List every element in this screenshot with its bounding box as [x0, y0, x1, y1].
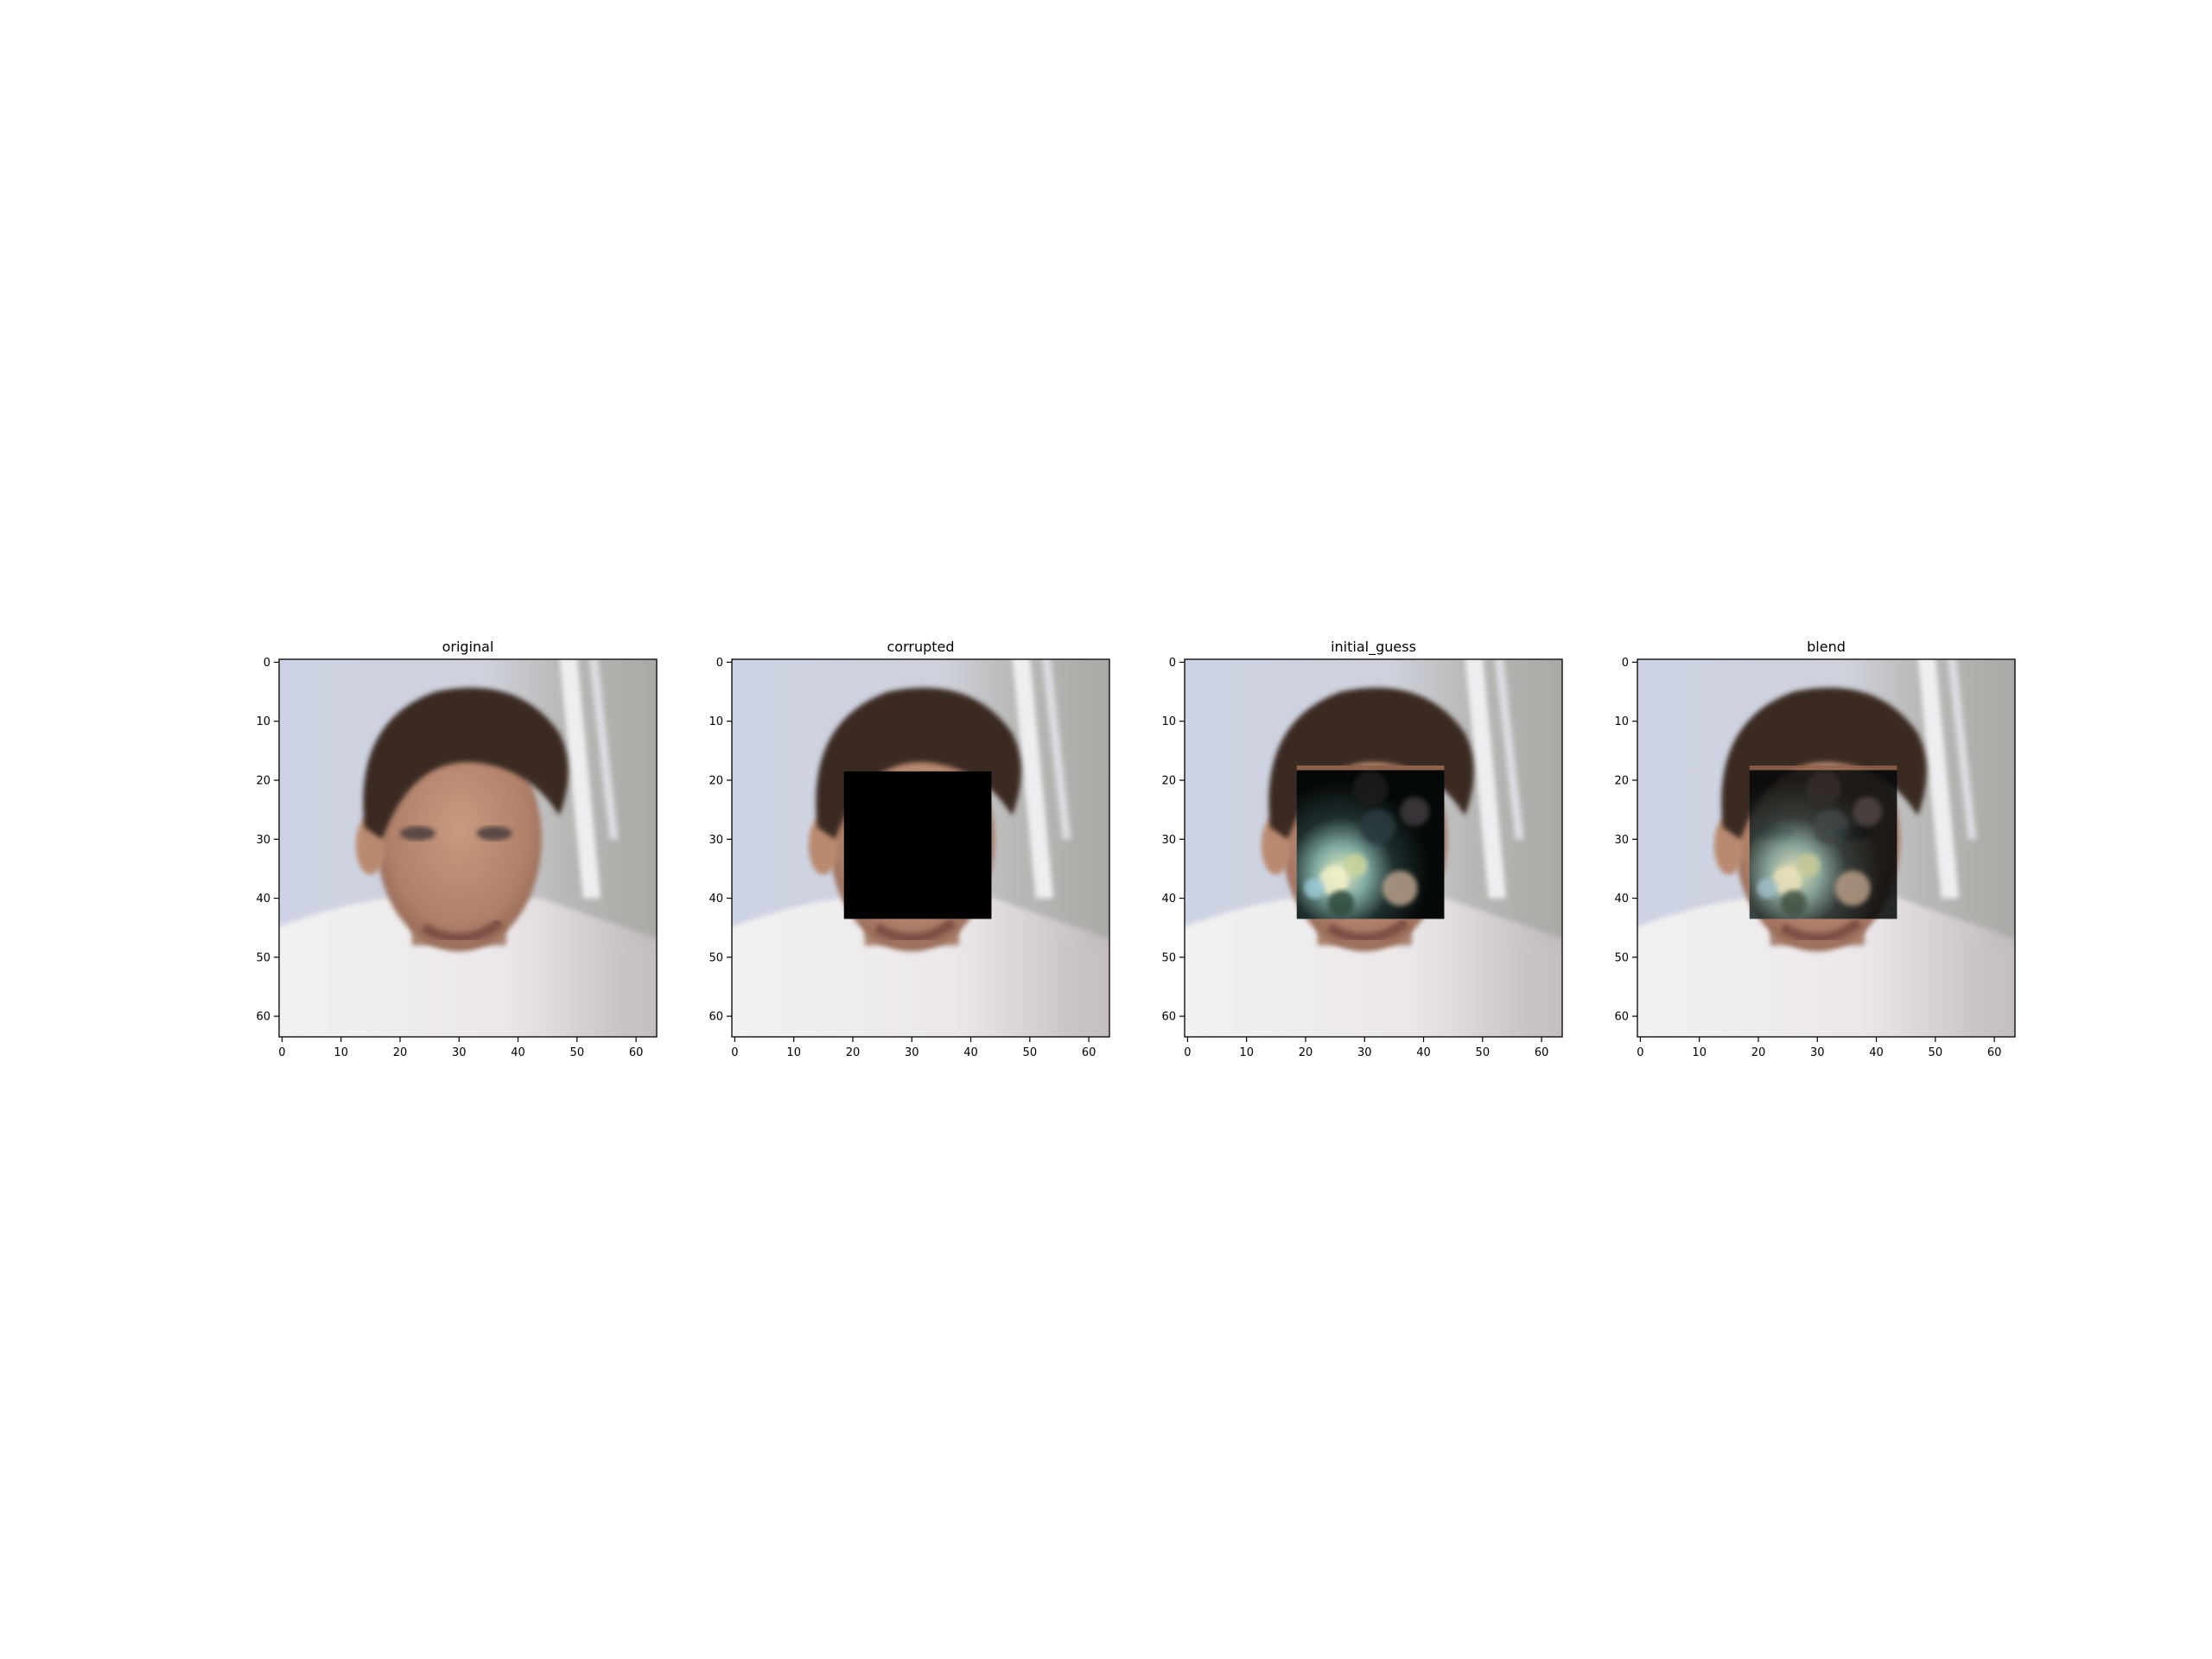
x-tick-label: 40: [511, 1046, 525, 1059]
y-tick-label: 0: [716, 657, 723, 670]
y-tick-label: 50: [709, 951, 723, 964]
x-tick-label: 30: [905, 1046, 919, 1059]
axes-frame: [278, 658, 658, 1038]
inpaint-region: [1749, 765, 1897, 919]
x-tick-label: 20: [393, 1046, 408, 1059]
x-tick-label: 60: [1987, 1046, 2002, 1059]
y-tick-label: 20: [1161, 774, 1176, 787]
y-tick-label: 10: [256, 715, 270, 728]
x-tick-label: 40: [1869, 1046, 1884, 1059]
y-tick-label: 0: [264, 657, 270, 670]
image-corrupted: [732, 659, 1109, 1037]
x-tick-label: 40: [1416, 1046, 1431, 1059]
y-tick-label: 60: [1614, 1011, 1629, 1024]
y-tick-label: 10: [1614, 715, 1629, 728]
subplot-title: corrupted: [887, 639, 954, 655]
axes-frame: [1184, 658, 1563, 1038]
y-tick-label: 20: [709, 774, 723, 787]
x-tick-label: 0: [1184, 1046, 1191, 1059]
x-tick-label: 10: [334, 1046, 348, 1059]
x-tick-label: 50: [570, 1046, 585, 1059]
x-tick-label: 50: [1023, 1046, 1038, 1059]
x-tick-label: 20: [846, 1046, 861, 1059]
x-tick-label: 60: [1535, 1046, 1549, 1059]
y-tick-label: 40: [1614, 893, 1629, 906]
y-tick-label: 0: [1622, 657, 1629, 670]
subplot-corrupted: corrupted 0 10 20 30 40 50 60 0 10 20 30 40 50 60: [709, 639, 1110, 1059]
y-tick-label: 60: [1161, 1011, 1176, 1024]
axes-frame: [1637, 658, 2016, 1038]
x-tick-label: 10: [1692, 1046, 1707, 1059]
image-initial-guess: [1185, 659, 1562, 1037]
y-tick-label: 50: [1614, 951, 1629, 964]
x-tick-label: 20: [1299, 1046, 1313, 1059]
x-tick-label: 50: [1929, 1046, 1943, 1059]
x-tick-label: 50: [1476, 1046, 1491, 1059]
x-tick-label: 60: [629, 1046, 644, 1059]
image-blend: [1637, 659, 2015, 1037]
subplot-title: blend: [1807, 639, 1846, 655]
y-tick-label: 30: [1614, 834, 1629, 847]
subplot-title: original: [442, 639, 494, 655]
y-tick-label: 40: [256, 893, 270, 906]
y-tick-label: 40: [1161, 893, 1176, 906]
x-tick-label: 0: [278, 1046, 285, 1059]
x-tick-label: 0: [731, 1046, 738, 1059]
inpaint-region: [1296, 765, 1445, 919]
y-tick-label: 50: [256, 951, 270, 964]
axes-frame: [731, 658, 1110, 1038]
mask-region: [843, 771, 992, 919]
y-tick-label: 60: [256, 1011, 270, 1024]
y-tick-label: 20: [1614, 774, 1629, 787]
x-tick-label: 60: [1082, 1046, 1096, 1059]
y-tick-label: 40: [709, 893, 723, 906]
y-tick-label: 20: [256, 774, 270, 787]
x-tick-label: 40: [963, 1046, 978, 1059]
x-tick-label: 30: [1810, 1046, 1825, 1059]
y-tick-label: 50: [1161, 951, 1176, 964]
y-tick-label: 30: [256, 834, 270, 847]
x-tick-label: 0: [1637, 1046, 1643, 1059]
y-tick-label: 30: [1161, 834, 1176, 847]
subplot-original: original 0 10 20 30 40 50 60 0 10 20 30 40 50 60: [256, 639, 658, 1059]
y-tick-label: 10: [1161, 715, 1176, 728]
x-tick-label: 10: [786, 1046, 801, 1059]
image-original: [279, 659, 657, 1037]
subplot-initial-guess: initial_guess 0 10 20 30 40 50 60 0 10 20 30 40 50 60: [1161, 639, 1563, 1059]
x-tick-label: 30: [452, 1046, 467, 1059]
subplot-blend: blend 0 10 20 30 40 50 60 0 10 20 30 40 50 60: [1614, 639, 2016, 1059]
x-tick-label: 20: [1751, 1046, 1766, 1059]
y-tick-label: 60: [709, 1011, 723, 1024]
y-tick-label: 30: [709, 834, 723, 847]
subplot-title: initial_guess: [1331, 639, 1416, 656]
x-tick-label: 30: [1357, 1046, 1372, 1059]
y-tick-label: 10: [709, 715, 723, 728]
y-tick-label: 0: [1169, 657, 1176, 670]
x-tick-label: 10: [1239, 1046, 1254, 1059]
